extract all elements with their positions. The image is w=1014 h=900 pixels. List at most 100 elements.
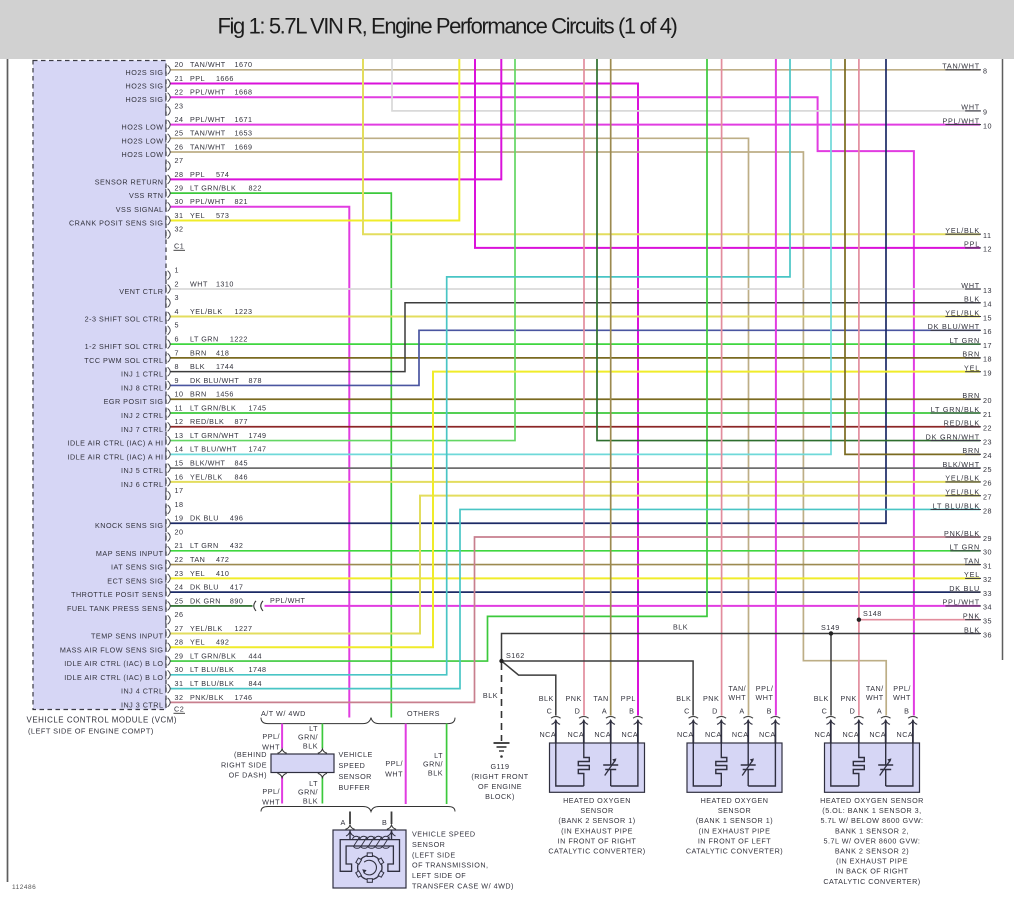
svg-text:TAN/WHT: TAN/WHT [942,62,980,71]
svg-text:RED/BLK: RED/BLK [944,419,980,428]
svg-text:DK BLU: DK BLU [190,583,219,592]
svg-text:A: A [877,707,882,716]
svg-text:35: 35 [983,617,992,626]
svg-text:5.7L W/ OVER 8600 GVW:: 5.7L W/ OVER 8600 GVW: [824,836,921,845]
svg-text:5: 5 [175,321,180,330]
svg-text:PNK/BLK: PNK/BLK [190,693,224,702]
svg-text:B: B [382,818,387,827]
svg-text:18: 18 [175,500,184,509]
svg-text:1653: 1653 [235,129,253,138]
svg-text:31: 31 [175,211,184,220]
svg-text:NCA: NCA [759,730,776,739]
svg-text:496: 496 [230,514,244,523]
svg-text:PNK: PNK [841,694,857,703]
svg-text:PPL/WHT: PPL/WHT [270,596,306,605]
svg-text:DK BLU/WHT: DK BLU/WHT [928,322,980,331]
svg-text:ECT SENS SIG: ECT SENS SIG [107,576,163,585]
svg-text:INJ 6 CTRL: INJ 6 CTRL [121,480,164,489]
svg-text:PNK: PNK [703,694,719,703]
svg-text:25: 25 [983,465,992,474]
svg-text:OF ENGINE: OF ENGINE [478,782,522,791]
svg-text:BRN: BRN [190,348,207,357]
svg-text:YEL/BLK: YEL/BLK [945,226,980,235]
svg-text:PPL/: PPL/ [385,759,403,768]
svg-text:18: 18 [983,355,992,364]
svg-text:SENSOR: SENSOR [580,806,613,815]
svg-text:20: 20 [175,527,184,536]
svg-text:12: 12 [175,417,184,426]
svg-text:SENSOR: SENSOR [718,806,751,815]
svg-text:BLK: BLK [428,768,443,777]
svg-text:WHT: WHT [262,797,280,806]
svg-text:26: 26 [175,610,184,619]
svg-text:21: 21 [175,74,184,83]
svg-text:DK GRN: DK GRN [190,596,221,605]
svg-text:PPL/WHT: PPL/WHT [942,598,980,607]
svg-text:HO2S SIG: HO2S SIG [126,68,164,77]
svg-text:INJ 5 CTRL: INJ 5 CTRL [121,466,164,475]
svg-text:NCA: NCA [539,730,556,739]
svg-text:(IN EXHAUST PIPE: (IN EXHAUST PIPE [699,826,771,835]
svg-text:TAN/: TAN/ [866,684,884,693]
svg-text:YEL: YEL [190,569,205,578]
svg-text:LT GRN/BLK: LT GRN/BLK [190,403,236,412]
svg-text:8: 8 [175,362,180,371]
svg-text:WHT: WHT [756,693,774,702]
svg-text:1223: 1223 [235,307,253,316]
svg-text:BLK: BLK [190,362,205,371]
svg-text:LT GRN/BLK: LT GRN/BLK [931,405,980,414]
svg-text:YEL/BLK: YEL/BLK [945,474,980,483]
svg-text:EGR POSIT SIG: EGR POSIT SIG [104,397,164,406]
svg-text:IDLE AIR CTRL (IAC) B LO: IDLE AIR CTRL (IAC) B LO [64,673,163,682]
svg-text:YEL: YEL [964,363,980,372]
svg-text:BLK: BLK [814,694,829,703]
svg-text:TAN/WHT: TAN/WHT [190,60,226,69]
svg-text:SENSOR RETURN: SENSOR RETURN [95,177,164,186]
svg-text:TAN: TAN [593,694,608,703]
svg-text:MASS AIR FLOW SENS SIG: MASS AIR FLOW SENS SIG [60,645,164,654]
svg-text:TEMP SENS INPUT: TEMP SENS INPUT [91,631,164,640]
svg-text:INJ 4 CTRL: INJ 4 CTRL [121,687,164,696]
svg-text:11: 11 [175,403,183,412]
svg-text:NCA: NCA [732,730,749,739]
svg-text:BANK 2 SENSOR 2): BANK 2 SENSOR 2) [835,847,909,856]
svg-text:BLK: BLK [303,741,318,750]
svg-text:1744: 1744 [216,362,234,371]
svg-text:1746: 1746 [235,693,253,702]
svg-text:890: 890 [230,596,244,605]
svg-text:B: B [904,707,909,716]
svg-text:13: 13 [175,431,184,440]
svg-text:4: 4 [175,307,180,316]
svg-text:573: 573 [216,211,230,220]
svg-text:30: 30 [175,197,184,206]
svg-text:YEL/BLK: YEL/BLK [945,308,980,317]
svg-text:LT GRN: LT GRN [190,541,219,550]
svg-text:YEL: YEL [190,638,205,647]
svg-text:22: 22 [175,88,184,97]
svg-text:SENSOR: SENSOR [339,772,372,781]
svg-text:NCA: NCA [897,730,914,739]
svg-text:14: 14 [983,300,992,309]
svg-text:11: 11 [983,231,991,240]
svg-text:S149: S149 [821,623,840,632]
svg-text:HO2S LOW: HO2S LOW [122,150,164,159]
svg-text:MAP SENS INPUT: MAP SENS INPUT [96,549,164,558]
svg-text:PPL: PPL [964,240,980,249]
svg-text:DK BLU: DK BLU [949,584,980,593]
svg-text:WHT: WHT [728,693,746,702]
svg-text:CATALYTIC CONVERTER): CATALYTIC CONVERTER) [548,847,645,856]
svg-text:S162: S162 [506,651,525,660]
svg-text:BLK: BLK [964,295,980,304]
svg-text:FUEL TANK PRESS SENS: FUEL TANK PRESS SENS [67,604,164,613]
svg-text:(LEFT SIDE: (LEFT SIDE [412,850,456,859]
svg-text:HO2S SIG: HO2S SIG [126,95,164,104]
svg-text:YEL: YEL [190,211,205,220]
svg-text:16: 16 [175,472,184,481]
svg-text:YEL/BLK: YEL/BLK [945,487,980,496]
svg-text:BANK 1 SENSOR 2,: BANK 1 SENSOR 2, [835,826,909,835]
svg-text:2-3 SHIFT SOL CTRL: 2-3 SHIFT SOL CTRL [85,315,164,324]
svg-text:TAN: TAN [964,556,980,565]
svg-text:(BEHIND: (BEHIND [234,750,267,759]
svg-text:(LEFT SIDE OF ENGINE COMPT): (LEFT SIDE OF ENGINE COMPT) [28,727,154,736]
svg-text:26: 26 [175,142,184,151]
